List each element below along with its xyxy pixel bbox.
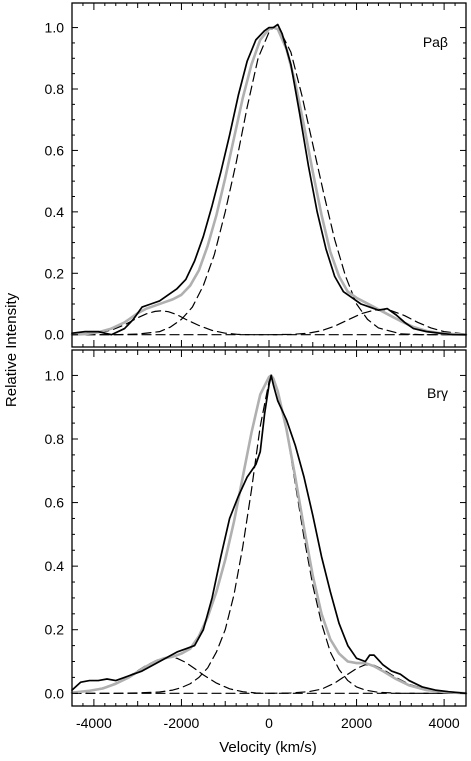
y-tick-label: 1.0 (45, 20, 65, 36)
panel-label: Brγ (427, 385, 448, 401)
series-blue-component (71, 656, 467, 694)
y-tick-label: 0.2 (45, 622, 65, 638)
y-tick-label: 0.0 (45, 327, 65, 343)
series-observed (71, 23, 467, 336)
x-tick-label: 0 (265, 715, 273, 731)
y-tick-label: 0.0 (45, 685, 65, 701)
plot-frame (71, 2, 467, 348)
y-tick-label: 0.4 (45, 204, 65, 220)
y-tick-label: 0.6 (45, 142, 65, 158)
panel-label: Paβ (423, 34, 448, 50)
series-red-component (71, 664, 467, 694)
y-tick-label: 0.8 (45, 431, 65, 447)
series-total-fit (70, 26, 468, 337)
y-tick-label: 0.4 (45, 558, 65, 574)
y-tick-label: 0.6 (45, 495, 65, 511)
x-tick-label: -2000 (164, 715, 200, 731)
x-tick-label: -4000 (76, 715, 112, 731)
x-tick-label: 2000 (341, 715, 372, 731)
series-central-component (71, 374, 467, 694)
series-observed (71, 374, 467, 695)
series-total-fit (70, 374, 468, 695)
x-tick-label: 4000 (429, 715, 460, 731)
panel-2: 0.0 0.2 0.4 0.6 0.8 1.0 Brγ -4000 -2000 0 2000 4000 (45, 349, 468, 731)
y-tick-label: 0.8 (45, 81, 65, 97)
y-tick-label: 1.0 (45, 367, 65, 383)
panels: 0.0 0.2 0.4 0.6 0.8 1.0 Paβ 0.0 0.2 0.4 0.6 0.8 1.0 B… (45, 2, 468, 731)
x-axis-title: Velocity (km/s) (219, 739, 317, 756)
y-tick-label: 0.2 (45, 265, 65, 281)
series-central-component (71, 26, 467, 336)
plot-frame (71, 349, 467, 707)
series-red-component (71, 308, 467, 336)
y-axis-title: Relative Intensity (3, 292, 20, 407)
panel-1: 0.0 0.2 0.4 0.6 0.8 1.0 Paβ (45, 2, 468, 348)
